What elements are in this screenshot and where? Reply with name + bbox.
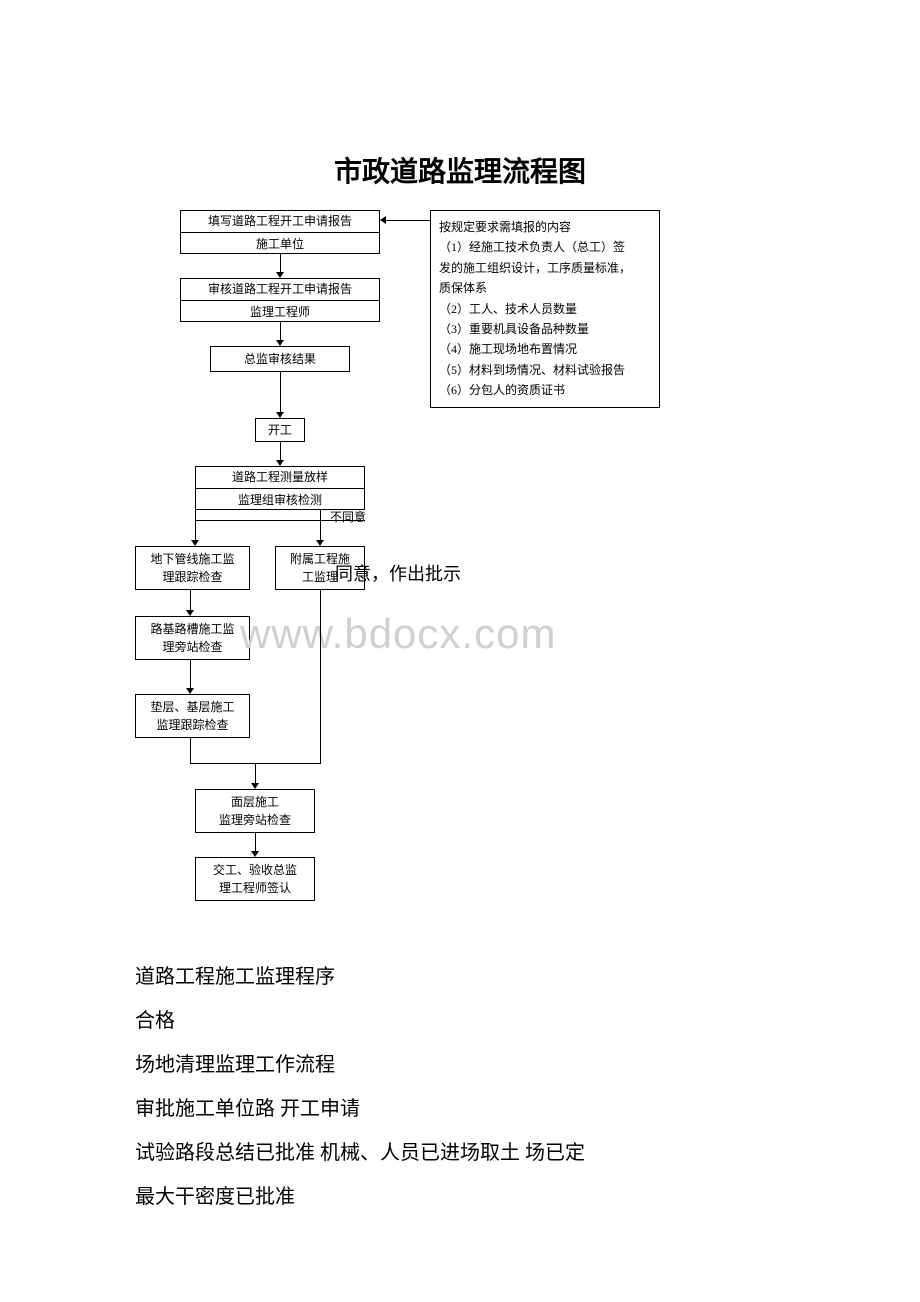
body-text-section: 道路工程施工监理程序 合格 场地清理监理工作流程 审批施工单位路 开工申请 试验…	[135, 955, 920, 1219]
flowchart: 填写道路工程开工申请报告 施工单位 按规定要求需填报的内容 （1）经施工技术负责…	[135, 210, 785, 955]
watermark: www.bdocx.com	[240, 610, 556, 658]
info-line: 发的施工组织设计，工序质量标准，	[439, 258, 651, 278]
box-text: 理旁站检查	[162, 638, 222, 656]
box-text: 开工	[268, 421, 292, 439]
box-text: 理跟踪检查	[162, 568, 222, 586]
box-acceptance: 交工、验收总监 理工程师签认	[195, 857, 315, 901]
box-text: 路基路槽施工监	[150, 620, 234, 638]
paragraph: 审批施工单位路 开工申请	[135, 1087, 920, 1131]
box-application-report: 填写道路工程开工申请报告 施工单位	[180, 210, 380, 254]
connector	[195, 510, 196, 540]
box-text: 交工、验收总监	[213, 861, 297, 879]
box-text: 施工单位	[256, 235, 304, 253]
connector	[386, 220, 430, 221]
connector	[280, 254, 281, 272]
connector	[320, 510, 321, 540]
info-line: （2）工人、技术人员数量	[439, 299, 651, 319]
info-line: 质保体系	[439, 278, 651, 298]
box-text: 审核道路工程开工申请报告	[208, 280, 352, 298]
box-text: 工监理	[302, 568, 338, 586]
info-line: （4）施工现场地布置情况	[439, 339, 651, 359]
paragraph: 场地清理监理工作流程	[135, 1043, 920, 1087]
label-disagree: 不同意	[330, 508, 366, 525]
connector	[255, 833, 256, 851]
info-line: （5）材料到场情况、材料试验报告	[439, 360, 651, 380]
connector	[195, 520, 365, 521]
box-text: 总监审核结果	[244, 350, 316, 368]
paragraph: 试验路段总结已批准 机械、人员已进场取土 场已定	[135, 1131, 920, 1175]
box-roadbed: 路基路槽施工监 理旁站检查	[135, 616, 250, 660]
box-text: 监理工程师	[250, 303, 310, 321]
box-survey: 道路工程测量放样 监理组审核检测	[195, 466, 365, 510]
paragraph: 道路工程施工监理程序	[135, 955, 920, 999]
info-line: （6）分包人的资质证书	[439, 380, 651, 400]
connector	[190, 660, 191, 688]
connector	[190, 590, 191, 610]
box-text: 面层施工	[231, 793, 279, 811]
box-chief-review: 总监审核结果	[210, 346, 350, 372]
box-text: 监理组审核检测	[238, 491, 322, 509]
connector	[320, 590, 321, 763]
paragraph: 合格	[135, 999, 920, 1043]
info-line: （3）重要机具设备品种数量	[439, 319, 651, 339]
box-start: 开工	[255, 418, 305, 442]
info-line: （1）经施工技术负责人（总工）签	[439, 237, 651, 257]
box-base-layer: 垫层、基层施工 监理跟踪检查	[135, 694, 250, 738]
paragraph: 最大干密度已批准	[135, 1175, 920, 1219]
info-box: 按规定要求需填报的内容 （1）经施工技术负责人（总工）签 发的施工组织设计，工序…	[430, 210, 660, 408]
connector	[280, 372, 281, 412]
box-text: 道路工程测量放样	[232, 468, 328, 486]
annotation-agree: 同意，作出批示	[335, 560, 461, 586]
connector	[280, 442, 281, 460]
box-text: 地下管线施工监	[150, 550, 234, 568]
page-title: 市政道路监理流程图	[0, 0, 920, 210]
connector	[190, 738, 191, 763]
connector	[255, 763, 256, 783]
box-review-report: 审核道路工程开工申请报告 监理工程师	[180, 278, 380, 322]
box-pipeline: 地下管线施工监 理跟踪检查	[135, 546, 250, 590]
box-text: 垫层、基层施工	[150, 698, 234, 716]
box-text: 监理旁站检查	[219, 811, 291, 829]
box-text: 填写道路工程开工申请报告	[208, 212, 352, 230]
box-surface: 面层施工 监理旁站检查	[195, 789, 315, 833]
info-line: 按规定要求需填报的内容	[439, 217, 651, 237]
box-text: 监理跟踪检查	[156, 716, 228, 734]
arrow-head	[380, 216, 386, 224]
box-text: 理工程师签认	[219, 879, 291, 897]
connector	[280, 322, 281, 340]
